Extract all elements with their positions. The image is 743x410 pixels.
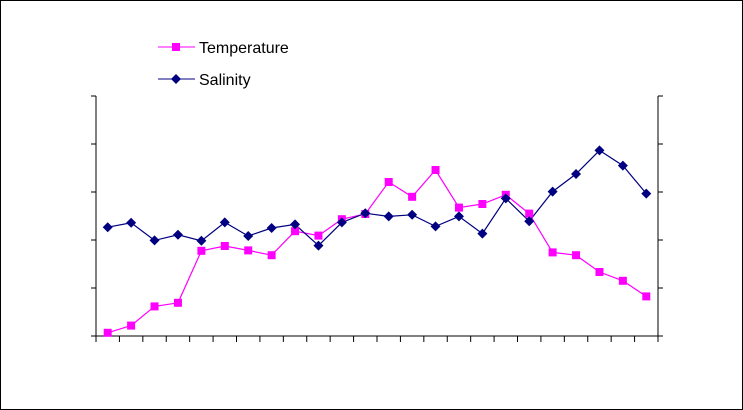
data-point-temperature [291, 227, 300, 236]
data-point-salinity [336, 217, 347, 228]
data-point-salinity [407, 209, 418, 220]
data-point-temperature [478, 200, 487, 208]
data-point-salinity [617, 160, 628, 171]
legend-marker-temperature [172, 43, 180, 51]
data-point-temperature [244, 246, 253, 255]
data-point-temperature [548, 248, 557, 257]
chart-axes [91, 95, 663, 342]
data-point-salinity [500, 193, 511, 204]
data-point-salinity [594, 145, 605, 156]
data-point-salinity [149, 235, 160, 246]
series-markers [102, 145, 652, 337]
data-point-salinity [360, 208, 371, 219]
data-point-salinity [477, 228, 488, 239]
series-line-temperature [107, 168, 647, 334]
data-point-salinity [383, 211, 394, 222]
data-point-temperature [595, 268, 604, 276]
data-point-salinity [219, 217, 230, 228]
data-point-temperature [642, 292, 651, 301]
series-lines [107, 149, 647, 334]
data-point-temperature [454, 203, 463, 212]
data-point-salinity [290, 219, 301, 230]
data-point-temperature [431, 166, 440, 174]
data-point-temperature [314, 231, 323, 240]
data-point-salinity [547, 186, 558, 197]
data-point-temperature [197, 246, 206, 255]
data-point-salinity [641, 188, 652, 199]
data-point-salinity [243, 231, 254, 241]
data-point-salinity [266, 223, 277, 233]
legend: Temperature Salinity [158, 40, 289, 89]
data-point-temperature [384, 178, 393, 186]
data-point-salinity [524, 216, 535, 227]
legend-marker-salinity [171, 74, 181, 84]
data-point-salinity [571, 169, 582, 179]
data-point-temperature [220, 242, 229, 250]
data-point-temperature [127, 321, 136, 330]
data-point-salinity [196, 235, 207, 246]
data-point-temperature [618, 276, 627, 285]
data-point-salinity [313, 240, 324, 251]
data-point-temperature [267, 251, 276, 260]
data-point-salinity [102, 222, 113, 233]
data-point-temperature [150, 302, 159, 311]
data-point-temperature [103, 328, 112, 337]
legend-label-salinity: Salinity [199, 72, 251, 89]
data-point-temperature [173, 298, 182, 307]
data-point-salinity [453, 211, 464, 222]
data-point-temperature [572, 251, 581, 260]
legend-label-temperature: Temperature [199, 40, 289, 57]
data-point-salinity [126, 217, 137, 228]
data-point-salinity [430, 221, 441, 232]
legend-entry-salinity: Salinity [158, 72, 251, 89]
data-point-temperature [408, 192, 417, 201]
data-point-salinity [172, 229, 183, 240]
data-point-temperature [525, 209, 534, 218]
legend-entry-temperature: Temperature [158, 40, 289, 57]
